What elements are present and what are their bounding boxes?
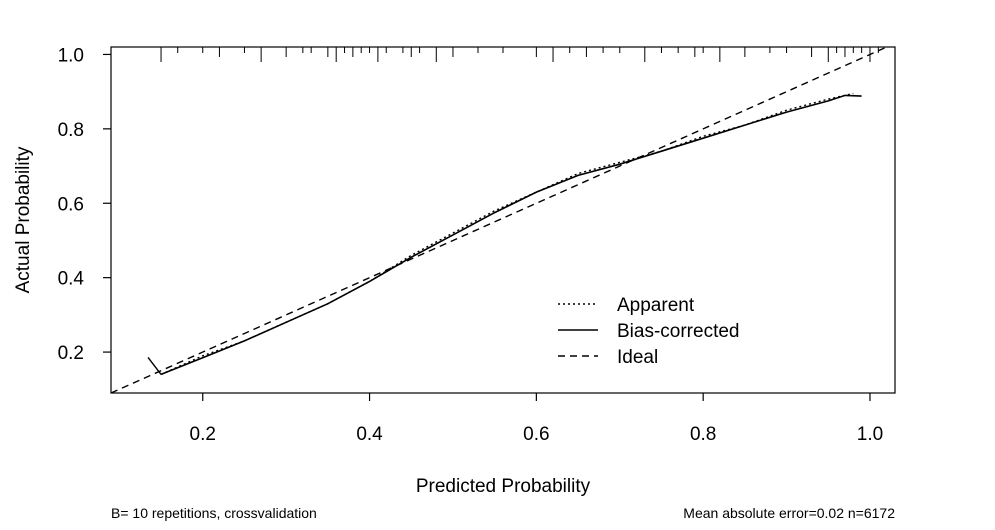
- series-bias-corrected: [160, 94, 862, 376]
- curve-start-hook: [147, 356, 162, 375]
- plot-frame: [110, 46, 896, 394]
- x-tick-label: 1.0: [857, 424, 883, 445]
- legend: Apparent Bias-corrected Ideal: [558, 295, 740, 368]
- rug-ticks: [160, 47, 879, 62]
- y-tick-label: 0.8: [58, 120, 84, 141]
- x-axis: 0.2 0.4 0.6 0.8 1.0: [190, 393, 883, 445]
- x-tick-label: 0.2: [190, 424, 216, 445]
- legend-label-bias-corrected: Bias-corrected: [617, 321, 740, 342]
- x-tick-label: 0.4: [356, 424, 383, 445]
- legend-label-ideal: Ideal: [617, 347, 658, 368]
- footer-left-note: B= 10 repetitions, crossvalidation: [111, 505, 317, 521]
- x-tick-label: 0.6: [523, 424, 549, 445]
- y-tick-label: 0.4: [58, 269, 85, 290]
- legend-label-apparent: Apparent: [617, 295, 695, 316]
- series-apparent: [160, 92, 854, 376]
- footer-right-note: Mean absolute error=0.02 n=6172: [683, 505, 895, 521]
- y-tick-label: 0.6: [58, 194, 84, 215]
- series-ideal: [111, 47, 889, 393]
- x-axis-label: Predicted Probability: [416, 476, 591, 497]
- series-layer: [111, 47, 889, 393]
- y-tick-label: 0.2: [58, 343, 84, 364]
- y-tick-label: 1.0: [58, 45, 84, 66]
- y-axis: 0.2 0.4 0.6 0.8 1.0: [58, 45, 111, 364]
- x-tick-label: 0.8: [690, 424, 716, 445]
- y-axis-label: Actual Probability: [13, 146, 34, 293]
